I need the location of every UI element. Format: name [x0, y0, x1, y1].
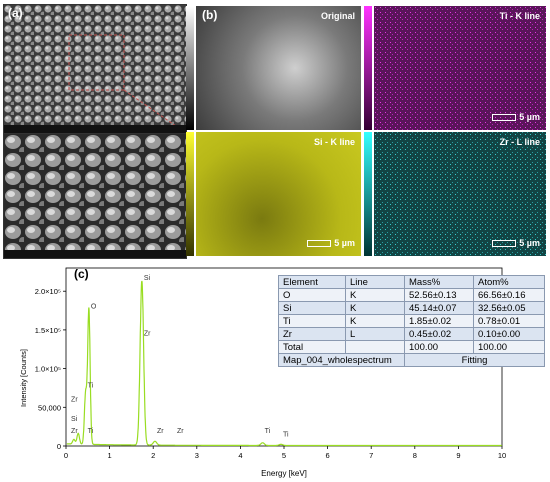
peak-label: Si — [144, 275, 151, 282]
scale-bar-label: 5 µm — [334, 238, 355, 248]
header-cell: Element — [278, 275, 346, 289]
panel-label-b: (b) — [202, 8, 218, 22]
map-original: Original — [196, 6, 361, 130]
peak-label: Zr — [144, 331, 151, 338]
peak-label: Zr — [177, 428, 184, 435]
header-cell: Mass% — [404, 275, 474, 289]
table-header-row: Element Line Mass% Atom% — [278, 275, 545, 289]
y-tick-label: 1.0×10⁵ — [35, 365, 61, 374]
peak-label: Ti — [88, 428, 94, 435]
table-cell: O — [278, 288, 346, 302]
table-cell: 100.00 — [404, 340, 474, 354]
si-colorbar — [186, 132, 194, 256]
scale-bar-label: 5 µm — [519, 112, 540, 122]
x-tick-label: 10 — [498, 451, 506, 460]
peak-label: Ti — [88, 383, 94, 390]
table-row: Total 100.00 100.00 — [278, 340, 545, 354]
x-tick-label: 8 — [413, 451, 417, 460]
spectrum-line — [66, 280, 502, 447]
peak-label: Zr — [157, 428, 164, 435]
map-title-si: Si - K line — [313, 137, 355, 147]
table-cell: K — [345, 288, 405, 302]
table-row: Si K 45.14±0.07 32.56±0.05 — [278, 301, 545, 315]
y-tick-label: 50,000 — [38, 403, 61, 412]
x-tick-label: 1 — [108, 451, 112, 460]
eds-results-table: Element Line Mass% Atom% O K 52.56±0.13 66.… — [278, 275, 545, 367]
table-cell: K — [345, 314, 405, 328]
panel-label-a: (a) — [8, 6, 23, 20]
table-cell: Zr — [278, 327, 346, 341]
fitting-cell: Fitting — [404, 353, 545, 367]
table-cell: 100.00 — [473, 340, 545, 354]
x-tick-label: 0 — [64, 451, 68, 460]
zr-colorbar — [364, 132, 372, 256]
sem-image-low-mag — [3, 4, 187, 134]
table-cell — [345, 340, 405, 354]
x-tick-label: 9 — [456, 451, 460, 460]
header-cell: Line — [345, 275, 405, 289]
map-title-ti: Ti - K line — [499, 11, 540, 21]
zr-noise — [374, 132, 546, 256]
map-ti: Ti - K line 5 µm — [374, 6, 546, 130]
x-tick-label: 5 — [282, 451, 286, 460]
table-cell: 52.56±0.13 — [404, 288, 474, 302]
table-row: Zr L 0.45±0.02 0.10±0.00 — [278, 327, 545, 341]
table-cell: 1.85±0.02 — [404, 314, 474, 328]
table-row: O K 52.56±0.13 66.56±0.16 — [278, 288, 545, 302]
table-row: Ti K 1.85±0.02 0.78±0.01 — [278, 314, 545, 328]
ti-colorbar — [364, 6, 372, 130]
y-axis-label: Intensity [Counts] — [19, 349, 28, 407]
spectrum-name-cell: Map_004_wholespectrum — [278, 353, 405, 367]
sem-image-high-mag — [3, 133, 187, 259]
scale-bar-ti: 5 µm — [492, 112, 540, 122]
table-cell: 45.14±0.07 — [404, 301, 474, 315]
panel-label-c: (c) — [74, 267, 89, 281]
scale-bar-line — [492, 113, 517, 121]
sem-texture-bottom — [4, 134, 186, 258]
table-cell: K — [345, 301, 405, 315]
scale-bar-si: 5 µm — [307, 238, 355, 248]
peak-label: Zr — [71, 428, 78, 435]
peak-annotations: Si O Zr Ti Zr Si Zr Ti Zr Zr Ti Ti — [71, 275, 289, 438]
y-tick-label: 1.5×10⁵ — [35, 326, 61, 335]
table-cell: 32.56±0.05 — [473, 301, 545, 315]
table-cell: 0.10±0.00 — [473, 327, 545, 341]
table-cell: Si — [278, 301, 346, 315]
peak-label: Zr — [71, 396, 78, 403]
peak-label: Si — [71, 416, 78, 423]
ti-noise — [374, 6, 546, 130]
y-tick-label: 2.0×10⁵ — [35, 287, 61, 296]
peak-label: Ti — [265, 428, 271, 435]
map-title-zr: Zr - L line — [499, 137, 540, 147]
table-cell: 0.78±0.01 — [473, 314, 545, 328]
table-cell: L — [345, 327, 405, 341]
scale-bar-line — [492, 239, 517, 247]
table-footer-row: Map_004_wholespectrum Fitting — [278, 353, 545, 367]
x-tick-label: 3 — [195, 451, 199, 460]
map-title-original: Original — [320, 11, 355, 21]
y-tick-label: 0 — [57, 442, 61, 451]
table-cell: Total — [278, 340, 346, 354]
peak-label: O — [91, 304, 97, 311]
scale-bar-line — [307, 239, 332, 247]
scale-bar-zr: 5 µm — [492, 238, 540, 248]
x-axis-label: Energy [keV] — [261, 469, 307, 478]
scale-bar-label: 5 µm — [519, 238, 540, 248]
peak-label: Ti — [283, 431, 289, 438]
x-tick-label: 7 — [369, 451, 373, 460]
map-si: Si - K line 5 µm — [196, 132, 361, 256]
map-zr: Zr - L line 5 µm — [374, 132, 546, 256]
x-tick-label: 2 — [151, 451, 155, 460]
table-cell: Ti — [278, 314, 346, 328]
header-cell: Atom% — [473, 275, 545, 289]
original-colorbar — [186, 6, 194, 130]
table-cell: 0.45±0.02 — [404, 327, 474, 341]
table-cell: 66.56±0.16 — [473, 288, 545, 302]
sem-texture-top — [4, 5, 186, 133]
x-tick-label: 4 — [238, 451, 242, 460]
x-tick-label: 6 — [326, 451, 330, 460]
